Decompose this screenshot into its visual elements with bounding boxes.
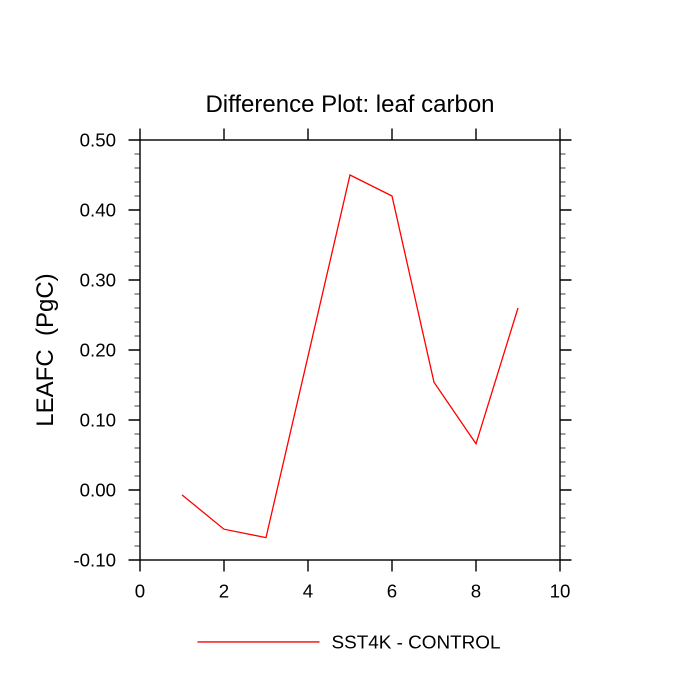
svg-text:0.00: 0.00 [80,480,116,501]
svg-text:8: 8 [471,581,481,602]
svg-text:2: 2 [219,581,229,602]
svg-text:0.20: 0.20 [80,340,116,361]
svg-text:0.40: 0.40 [80,200,116,221]
svg-text:0: 0 [135,581,145,602]
svg-text:0.30: 0.30 [80,270,116,291]
svg-text:4: 4 [303,581,313,602]
svg-text:6: 6 [387,581,397,602]
svg-text:10: 10 [550,581,571,602]
svg-text:SST4K - CONTROL: SST4K - CONTROL [332,633,501,654]
svg-text:-0.10: -0.10 [73,550,116,571]
svg-text:LEAFC (PgC): LEAFC (PgC) [32,273,59,426]
svg-text:0.50: 0.50 [80,130,116,151]
svg-text:0.10: 0.10 [80,410,116,431]
svg-text:Difference Plot: leaf carbon: Difference Plot: leaf carbon [205,91,494,118]
